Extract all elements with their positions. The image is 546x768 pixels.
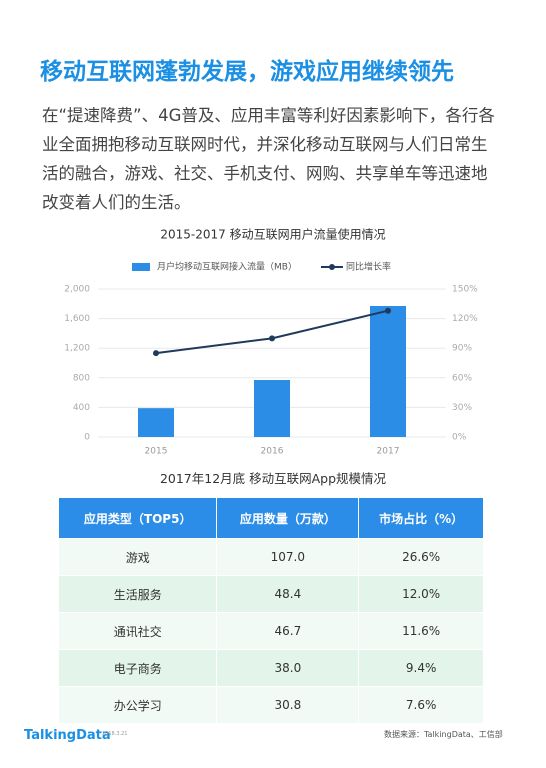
- legend-label: 月户均移动互联网接入流量（MB）: [157, 261, 297, 273]
- y2-tick-label: 120%: [452, 314, 478, 324]
- table-cell: 30.8: [216, 686, 360, 724]
- table-cell: 通讯社交: [57, 612, 218, 650]
- chart: 2015-2017 移动互联网用户流量使用情况 0 400 800 1,200 1,60…: [64, 227, 478, 457]
- table-cell: 12.0%: [358, 575, 484, 613]
- y2-tick-label: 30%: [452, 403, 472, 413]
- table-cell: 107.0: [216, 538, 360, 576]
- brand: TalkingData: [24, 728, 111, 743]
- table-row: 电子商务 38.0 9.4%: [57, 649, 484, 687]
- y-tick-label: 1,600: [64, 314, 90, 324]
- y2-tick-label: 0%: [452, 433, 467, 443]
- chart-title: 2015-2017 移动互联网用户流量使用情况: [160, 227, 385, 242]
- source: 数据来源：TalkingData、工信部: [384, 730, 503, 739]
- header-row: 应用类型（TOP5） 应用数量（万款） 市场占比（%）: [57, 497, 484, 539]
- line-marker: [385, 307, 391, 314]
- table-cell: 26.6%: [358, 538, 484, 576]
- bar: [138, 408, 174, 437]
- y-tick-label: 1,200: [64, 344, 90, 354]
- y-tick-label: 400: [73, 403, 90, 413]
- table: 应用类型（TOP5） 应用数量（万款） 市场占比（%） 游戏 107.0 26.6%…: [57, 497, 484, 724]
- y2-tick-label: 60%: [452, 373, 472, 383]
- table-title: 2017年12月底 移动互联网App规模情况: [159, 471, 387, 486]
- legend-swatch: [132, 263, 150, 271]
- paragraph: 在“提速降费”、4G普及、应用丰富等利好因素影响下，各行各业全面拥抱移动互联网时…: [42, 106, 495, 212]
- x-tick-label: 2017: [377, 447, 400, 457]
- table-cell: 生活服务: [57, 575, 218, 613]
- header-cell: 应用类型（TOP5）: [57, 497, 218, 539]
- legend-swatch: [328, 264, 335, 270]
- table-cell: 办公学习: [57, 686, 218, 724]
- table-row: 通讯社交 46.7 11.6%: [57, 612, 484, 650]
- line-marker: [269, 335, 275, 342]
- table-row: 生活服务 48.4 12.0%: [57, 575, 484, 613]
- y2-tick-label: 90%: [452, 344, 472, 354]
- table-cell: 48.4: [216, 575, 360, 613]
- date: 2018.3.21: [102, 731, 128, 737]
- table-cell: 9.4%: [358, 649, 484, 687]
- table-cell: 游戏: [57, 538, 218, 576]
- line-marker: [153, 350, 159, 357]
- y-tick-label: 800: [73, 373, 90, 383]
- legend-label: 同比增长率: [346, 261, 391, 273]
- table-cell: 11.6%: [358, 612, 484, 650]
- header-cell: 应用数量（万款）: [216, 497, 360, 539]
- table-cell: 38.0: [216, 649, 360, 687]
- line: [155, 309, 389, 355]
- x-tick-label: 2016: [261, 447, 284, 457]
- y-tick-label: 0: [84, 433, 90, 443]
- x-tick-label: 2015: [145, 447, 168, 457]
- table-row: 游戏 107.0 26.6%: [57, 538, 484, 576]
- bar: [254, 380, 290, 437]
- y-tick-label: 2,000: [64, 285, 90, 295]
- y2-tick-label: 150%: [452, 285, 478, 295]
- table-cell: 46.7: [216, 612, 360, 650]
- page-title: 移动互联网蓬勃发展，游戏应用继续领先: [40, 59, 454, 85]
- table-cell: 7.6%: [358, 686, 484, 724]
- bar: [370, 306, 406, 437]
- table-row: 办公学习 30.8 7.6%: [57, 686, 484, 724]
- header-cell: 市场占比（%）: [358, 497, 484, 539]
- table-cell: 电子商务: [57, 649, 218, 687]
